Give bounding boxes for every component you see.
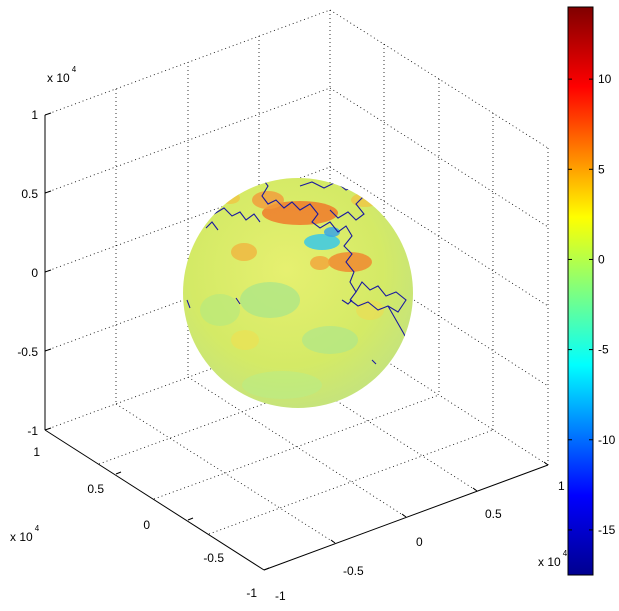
colorbar-tick-label: 0 [598,252,605,266]
colorbar: 10 5 0 -5 -10 -15 [567,6,616,576]
anomaly-warm [328,252,372,272]
x-tick-label: -0.5 [343,564,364,578]
anomaly-warm [310,256,330,270]
colorbar-tick-label: 10 [598,72,612,86]
colorbar-tick-label: -15 [598,523,616,537]
anomaly-warm [231,243,257,261]
z-multiplier: x 104 [47,65,77,85]
z-tick-label: -0.5 [17,345,38,359]
y-tick-label: 0.5 [87,482,104,496]
x-multiplier: x 104 [538,549,568,569]
colorbar-tick-label: 5 [598,162,605,176]
anomaly-cool [304,234,340,250]
z-axis: 1 0.5 0 -0.5 -1 x 104 [17,65,76,438]
y-tick-label: -0.5 [203,551,224,565]
colorbar-tick-label: -5 [598,343,609,357]
z-tick-label: 0 [31,266,38,280]
anomaly-warm [356,300,384,320]
tick-marks [44,112,549,571]
anomaly-warm [231,330,259,350]
globe-sphere [183,178,413,408]
z-tick-label: -1 [27,424,38,438]
x-axis: -1 -0.5 0 0.5 1 x 104 [275,479,568,603]
anomaly-cool [302,326,358,354]
globe [183,178,413,408]
anomaly-warm [252,191,284,209]
x-tick-label: -1 [275,589,286,603]
axis-lines [44,115,549,571]
anomaly-cool [240,282,300,318]
z-tick-label: 0.5 [21,187,38,201]
y-tick-label: 1 [33,445,40,459]
y-tick-label: -1 [246,586,257,600]
x-tick-label: 0 [416,535,423,549]
x-tick-label: 1 [558,479,565,493]
anomaly-cool [200,294,240,326]
anomaly-cool [242,371,322,399]
anomaly-warm [220,192,240,204]
colorbar-ticks: 10 5 0 -5 -10 -15 [568,72,616,537]
z-tick-label: 1 [31,108,38,122]
y-tick-label: 0 [143,518,150,532]
x-tick-label: 0.5 [485,507,502,521]
colorbar-gradient [567,6,594,576]
colorbar-tick-label: -10 [598,433,616,447]
y-axis: 1 0.5 0 -0.5 -1 x 104 [10,445,257,600]
y-multiplier: x 104 [10,524,40,544]
anomaly-warm [262,201,338,225]
